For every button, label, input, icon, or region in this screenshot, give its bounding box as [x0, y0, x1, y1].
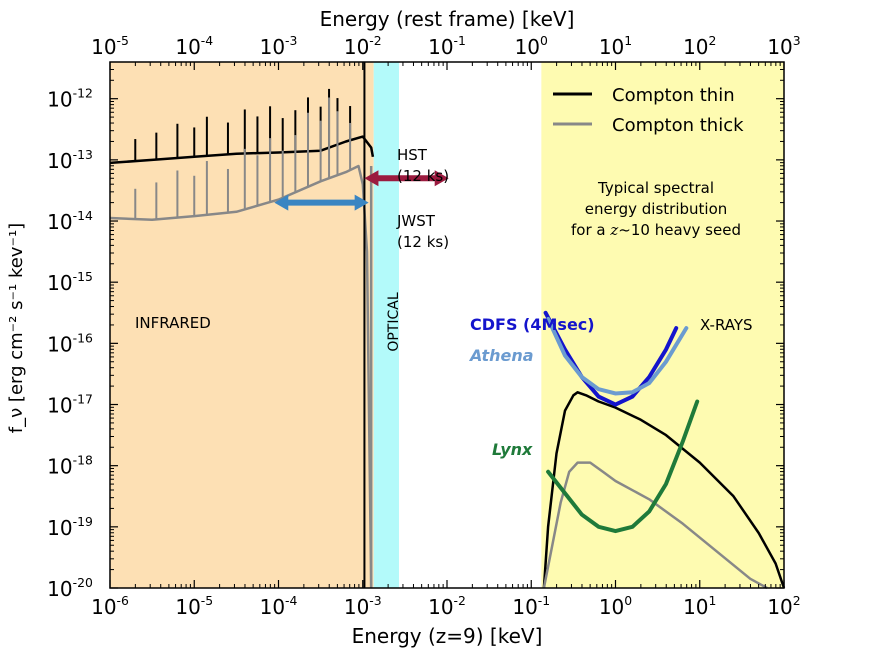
label-lynx: Lynx	[492, 440, 533, 459]
arrow-label-jwst: JWST	[396, 212, 436, 230]
top-tick-label-3: 10-2	[344, 33, 382, 59]
top-axis-title: Energy (rest frame) [keV]	[320, 7, 575, 31]
y-axis-title: f_ν [erg cm⁻² s⁻¹ kev⁻¹]	[6, 223, 27, 433]
y-tick-label-5: 10-17	[47, 392, 93, 418]
y-tick-label-0: 10-12	[47, 86, 93, 112]
x-tick-label-1: 10-5	[175, 593, 213, 619]
band-optical	[373, 62, 399, 588]
top-tick-label-2: 10-3	[260, 33, 298, 59]
arrow-label-hst: HST	[397, 146, 428, 164]
arrow-jwst-head-left	[274, 194, 289, 211]
y-tick-label-8: 10-20	[47, 575, 93, 601]
top-tick-label-4: 10-1	[428, 33, 466, 59]
chart-labels: INFRARED OPTICAL X-RAYS CDFS (4Msec) Athena L…	[6, 7, 801, 648]
arrow-hst-head-right	[434, 170, 449, 187]
series-compton-thin-0	[109, 135, 375, 165]
sensitivity-lynx	[546, 399, 700, 534]
legend-label-compton-thin: Compton thin	[612, 85, 735, 106]
axis-ticks	[109, 62, 785, 589]
x-tick-label-0: 10-6	[91, 593, 129, 619]
band-label-xrays: X-RAYS	[700, 316, 753, 334]
annotation-line-1: Typical spectral	[597, 179, 714, 197]
band-label-infrared: INFRARED	[135, 314, 211, 332]
sensitivity-cdfs	[543, 310, 679, 407]
spectrum-curves	[109, 62, 786, 590]
x-tick-label-7: 101	[683, 593, 716, 619]
y-tick-label-4: 10-16	[47, 330, 93, 356]
legend-label-compton-thick: Compton thick	[612, 115, 744, 136]
top-tick-label-7: 102	[683, 33, 716, 59]
arrow-hst-head-left	[364, 170, 379, 187]
y-tick-label-1: 10-13	[47, 147, 93, 173]
top-tick-label-5: 100	[515, 33, 548, 59]
x-tick-label-5: 10-1	[512, 593, 550, 619]
top-tick-label-0: 10-5	[91, 33, 129, 59]
top-tick-label-8: 103	[767, 33, 800, 59]
arrow-label-hst-sub: (12 ks)	[397, 167, 449, 185]
x-axis-title: Energy (z=9) [keV]	[352, 624, 543, 648]
annotation-line-2: energy distribution	[585, 200, 728, 218]
band-label-optical: OPTICAL	[386, 292, 402, 351]
arrow-jwst-head-right	[354, 194, 369, 211]
x-tick-label-3: 10-3	[344, 593, 382, 619]
y-tick-label-2: 10-14	[47, 208, 93, 234]
x-tick-label-2: 10-4	[260, 593, 298, 619]
arrow-label-jwst-sub: (12 ks)	[397, 233, 449, 251]
label-cdfs: CDFS (4Msec)	[470, 315, 595, 334]
y-tick-label-7: 10-19	[47, 514, 93, 540]
x-tick-label-6: 100	[599, 593, 632, 619]
spectral-bands	[110, 62, 784, 588]
y-tick-label-3: 10-15	[47, 269, 93, 295]
series-compton-thin-2	[542, 391, 786, 589]
top-tick-label-6: 101	[599, 33, 632, 59]
series-compton-thick-4	[542, 461, 768, 590]
label-athena: Athena	[468, 346, 534, 365]
x-tick-label-4: 10-2	[428, 593, 466, 619]
band-xrays	[541, 62, 784, 588]
top-tick-label-1: 10-4	[175, 33, 213, 59]
annotation-line-3: for a z~10 heavy seed	[571, 221, 741, 239]
x-tick-label-8: 102	[767, 593, 800, 619]
sensitivity-athena	[546, 316, 689, 396]
y-tick-label-6: 10-18	[47, 453, 93, 479]
